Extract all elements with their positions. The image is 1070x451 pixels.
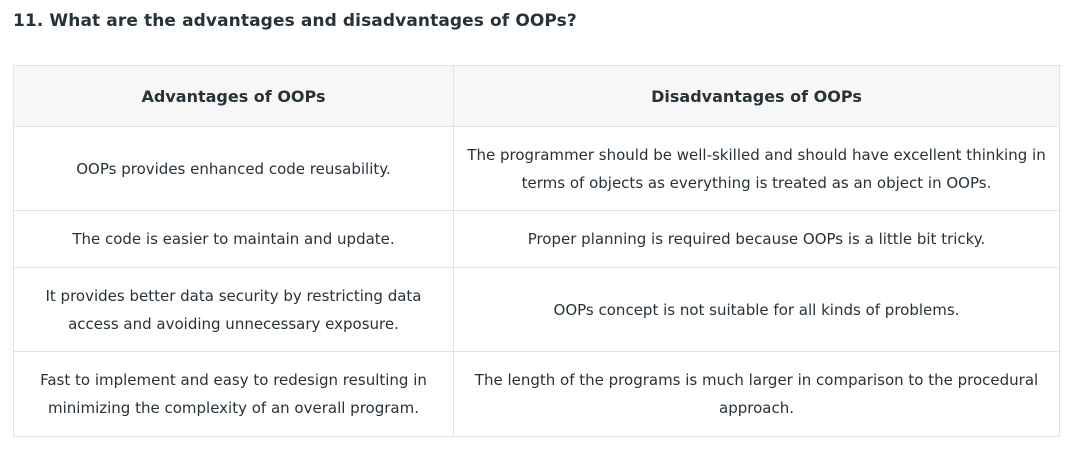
table-row: It provides better data security by rest…: [13, 267, 1060, 352]
disadvantage-cell: OOPs concept is not suitable for all kin…: [453, 267, 1060, 352]
advantage-cell: OOPs provides enhanced code reusability.: [13, 126, 454, 211]
table-row: The code is easier to maintain and updat…: [13, 210, 1060, 268]
advantages-header: Advantages of OOPs: [13, 65, 454, 127]
disadvantage-cell: The programmer should be well-skilled an…: [453, 126, 1060, 211]
table-row: Fast to implement and easy to redesign r…: [13, 351, 1060, 437]
table-header-row: Advantages of OOPs Disadvantages of OOPs: [13, 65, 1060, 127]
advantage-cell: It provides better data security by rest…: [13, 267, 454, 352]
disadvantage-cell: The length of the programs is much large…: [453, 351, 1060, 437]
question-title: 11. What are the advantages and disadvan…: [13, 11, 577, 31]
table-row: OOPs provides enhanced code reusability.…: [13, 126, 1060, 211]
disadvantages-header: Disadvantages of OOPs: [453, 65, 1060, 127]
advantage-cell: The code is easier to maintain and updat…: [13, 210, 454, 268]
disadvantage-cell: Proper planning is required because OOPs…: [453, 210, 1060, 268]
advantage-cell: Fast to implement and easy to redesign r…: [13, 351, 454, 437]
comparison-table: Advantages of OOPs Disadvantages of OOPs…: [13, 65, 1060, 437]
